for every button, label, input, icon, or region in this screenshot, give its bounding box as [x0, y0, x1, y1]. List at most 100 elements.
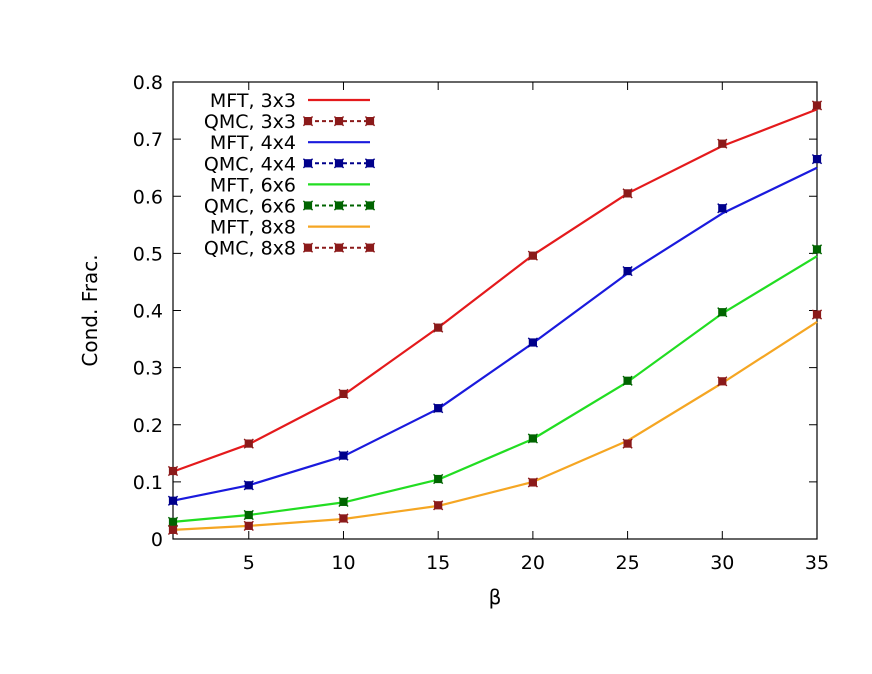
data-point	[243, 520, 254, 531]
marker-cross-b	[333, 200, 345, 211]
marker-cross-b	[717, 307, 728, 318]
data-point	[622, 265, 633, 277]
marker-cross-b	[622, 375, 633, 386]
series-qmc-6x6	[167, 244, 823, 527]
data-point	[622, 188, 633, 199]
marker-cross-b	[302, 242, 314, 253]
x-tick-label: 35	[805, 552, 829, 574]
data-point	[622, 438, 633, 449]
marker-cross-b	[333, 158, 345, 169]
x-tick-label: 25	[615, 552, 639, 574]
marker-cross-b	[433, 322, 444, 333]
data-point	[717, 376, 728, 387]
data-point	[243, 509, 254, 521]
x-tick-label: 15	[426, 552, 450, 574]
data-point	[433, 403, 444, 414]
series-mft-8x8	[172, 320, 818, 531]
legend-label: QMC, 6x6	[204, 196, 296, 218]
data-point	[338, 450, 349, 461]
series-line	[172, 255, 818, 523]
data-point	[717, 203, 728, 214]
marker-cross-b	[243, 509, 254, 521]
legend-entry: QMC, 8x8	[204, 238, 376, 260]
series-line	[172, 320, 818, 531]
marker-cross-b	[364, 242, 376, 253]
legend-marker	[333, 158, 345, 169]
x-tick-label: 30	[710, 552, 734, 574]
legend-marker	[302, 242, 314, 253]
marker-cross-b	[167, 495, 179, 506]
legend-marker	[302, 158, 314, 169]
legend-marker	[364, 200, 376, 211]
marker-cross-b	[338, 513, 349, 524]
data-point	[167, 495, 179, 506]
marker-cross-b	[302, 200, 314, 211]
marker-cross-b	[364, 158, 376, 169]
data-point	[811, 244, 823, 255]
marker-cross-b	[243, 480, 254, 491]
series-mft-4x4	[172, 166, 818, 502]
marker-cross-b	[527, 250, 538, 261]
data-point	[338, 513, 349, 524]
legend-label: MFT, 8x8	[210, 217, 296, 239]
x-tick-label: 20	[521, 552, 545, 574]
y-tick-label: 0.5	[133, 243, 163, 265]
legend-label: MFT, 6x6	[210, 174, 296, 196]
marker-cross-b	[622, 265, 633, 277]
marker-cross-b	[527, 337, 538, 348]
series-line	[172, 108, 818, 473]
data-point	[167, 516, 179, 527]
marker-cross-b	[811, 309, 823, 320]
data-point	[717, 307, 728, 318]
legend-marker	[333, 200, 345, 211]
series-qmc-8x8	[167, 309, 823, 535]
marker-cross-b	[333, 116, 345, 127]
legend-label: QMC, 8x8	[204, 238, 296, 260]
data-point	[527, 250, 538, 261]
marker-cross-b	[338, 496, 349, 507]
marker-cross-b	[167, 465, 179, 477]
legend-entry: MFT, 4x4	[210, 132, 370, 154]
marker-cross-b	[717, 203, 728, 214]
legend-label: QMC, 4x4	[204, 153, 296, 175]
y-tick-label: 0.7	[133, 129, 163, 151]
marker-cross-b	[167, 524, 179, 535]
marker-cross-b	[333, 242, 345, 253]
data-point	[811, 309, 823, 320]
y-axis-label: Cond. Frac.	[78, 254, 102, 366]
legend-marker	[333, 242, 345, 253]
y-tick-label: 0.1	[133, 472, 163, 494]
legend-marker	[364, 242, 376, 253]
data-point	[338, 496, 349, 507]
data-point	[433, 500, 444, 511]
legend-label: MFT, 3x3	[210, 90, 296, 112]
series-mft-6x6	[172, 255, 818, 523]
legend-marker	[364, 158, 376, 169]
data-point	[717, 138, 728, 149]
data-point	[622, 375, 633, 386]
y-tick-label: 0	[151, 529, 163, 551]
series-line	[172, 166, 818, 502]
legend-marker	[333, 116, 345, 127]
legend-entry: QMC, 4x4	[204, 153, 376, 175]
marker-cross-b	[302, 158, 314, 169]
marker-cross-b	[811, 100, 823, 111]
data-point	[167, 524, 179, 535]
marker-cross-b	[622, 188, 633, 199]
legend-entry: MFT, 8x8	[210, 217, 370, 239]
y-tick-label: 0.6	[133, 186, 163, 208]
marker-cross-b	[302, 116, 314, 127]
data-point	[433, 322, 444, 333]
data-point	[243, 438, 254, 449]
series-mft-3x3	[172, 108, 818, 473]
legend-entry: QMC, 6x6	[204, 196, 376, 218]
marker-cross-b	[811, 244, 823, 255]
data-point	[811, 154, 823, 165]
data-point	[527, 433, 538, 444]
marker-cross-b	[338, 450, 349, 461]
y-tick-label: 0.8	[133, 72, 163, 94]
data-point	[433, 473, 444, 485]
marker-cross-b	[243, 520, 254, 531]
y-tick-label: 0.3	[133, 358, 163, 380]
